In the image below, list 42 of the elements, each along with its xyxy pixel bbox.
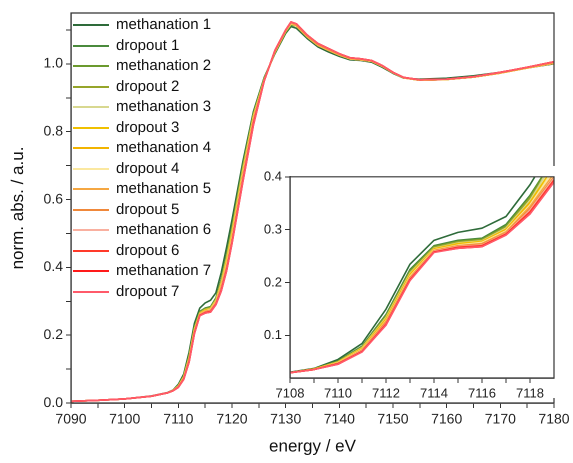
- x-tick-label: 7130: [270, 410, 302, 426]
- x-tick-label: 7108: [276, 385, 304, 400]
- y-axis-title: norm. abs. / a.u.: [8, 146, 27, 270]
- legend-label: methanation 4: [116, 138, 212, 158]
- legend-label: methanation 6: [116, 220, 212, 240]
- legend-label: methanation 7: [116, 261, 212, 281]
- legend-label: dropout 1: [116, 36, 180, 56]
- x-tick-label: 7180: [538, 410, 570, 426]
- y-tick-label: 1.0: [44, 54, 64, 71]
- legend-label: methanation 1: [116, 15, 212, 35]
- legend-label: dropout 3: [116, 118, 180, 138]
- x-tick-label: 7118: [516, 385, 544, 400]
- legend-label: methanation 2: [116, 56, 212, 76]
- x-tick-label: 7150: [377, 410, 409, 426]
- y-tick-label: 0.8: [44, 122, 64, 139]
- x-tick-label: 7110: [163, 410, 194, 426]
- legend-label: dropout 4: [116, 158, 180, 178]
- legend-label: dropout 2: [116, 76, 180, 96]
- x-tick-label: 7110: [324, 385, 352, 400]
- x-tick-label: 7160: [431, 410, 462, 426]
- legend-label: dropout 7: [116, 282, 180, 302]
- y-tick-label: 0.3: [264, 221, 282, 236]
- y-tick-label: 0.1: [264, 327, 282, 342]
- y-tick-label: 0.0: [44, 394, 64, 410]
- x-tick-label: 7116: [468, 385, 496, 400]
- x-tick-label: 7170: [484, 410, 516, 426]
- y-tick-label: 0.2: [264, 274, 282, 290]
- x-tick-label: 7090: [55, 410, 87, 426]
- legend-label: methanation 3: [116, 97, 212, 117]
- legend-label: dropout 5: [116, 200, 180, 220]
- x-tick-label: 7112: [372, 385, 400, 400]
- legend-label: dropout 6: [116, 240, 180, 260]
- y-tick-label: 0.2: [44, 326, 64, 342]
- y-tick-label: 0.4: [264, 168, 282, 184]
- x-tick-label: 7114: [420, 385, 448, 400]
- y-tick-label: 0.4: [44, 258, 64, 274]
- y-tick-label: 0.6: [44, 190, 64, 206]
- x-tick-label: 7100: [109, 410, 140, 426]
- legend-label: methanation 5: [116, 179, 212, 199]
- x-axis-title: energy / eV: [269, 436, 357, 456]
- x-tick-label: 7140: [324, 410, 356, 426]
- x-tick-label: 7120: [216, 410, 248, 426]
